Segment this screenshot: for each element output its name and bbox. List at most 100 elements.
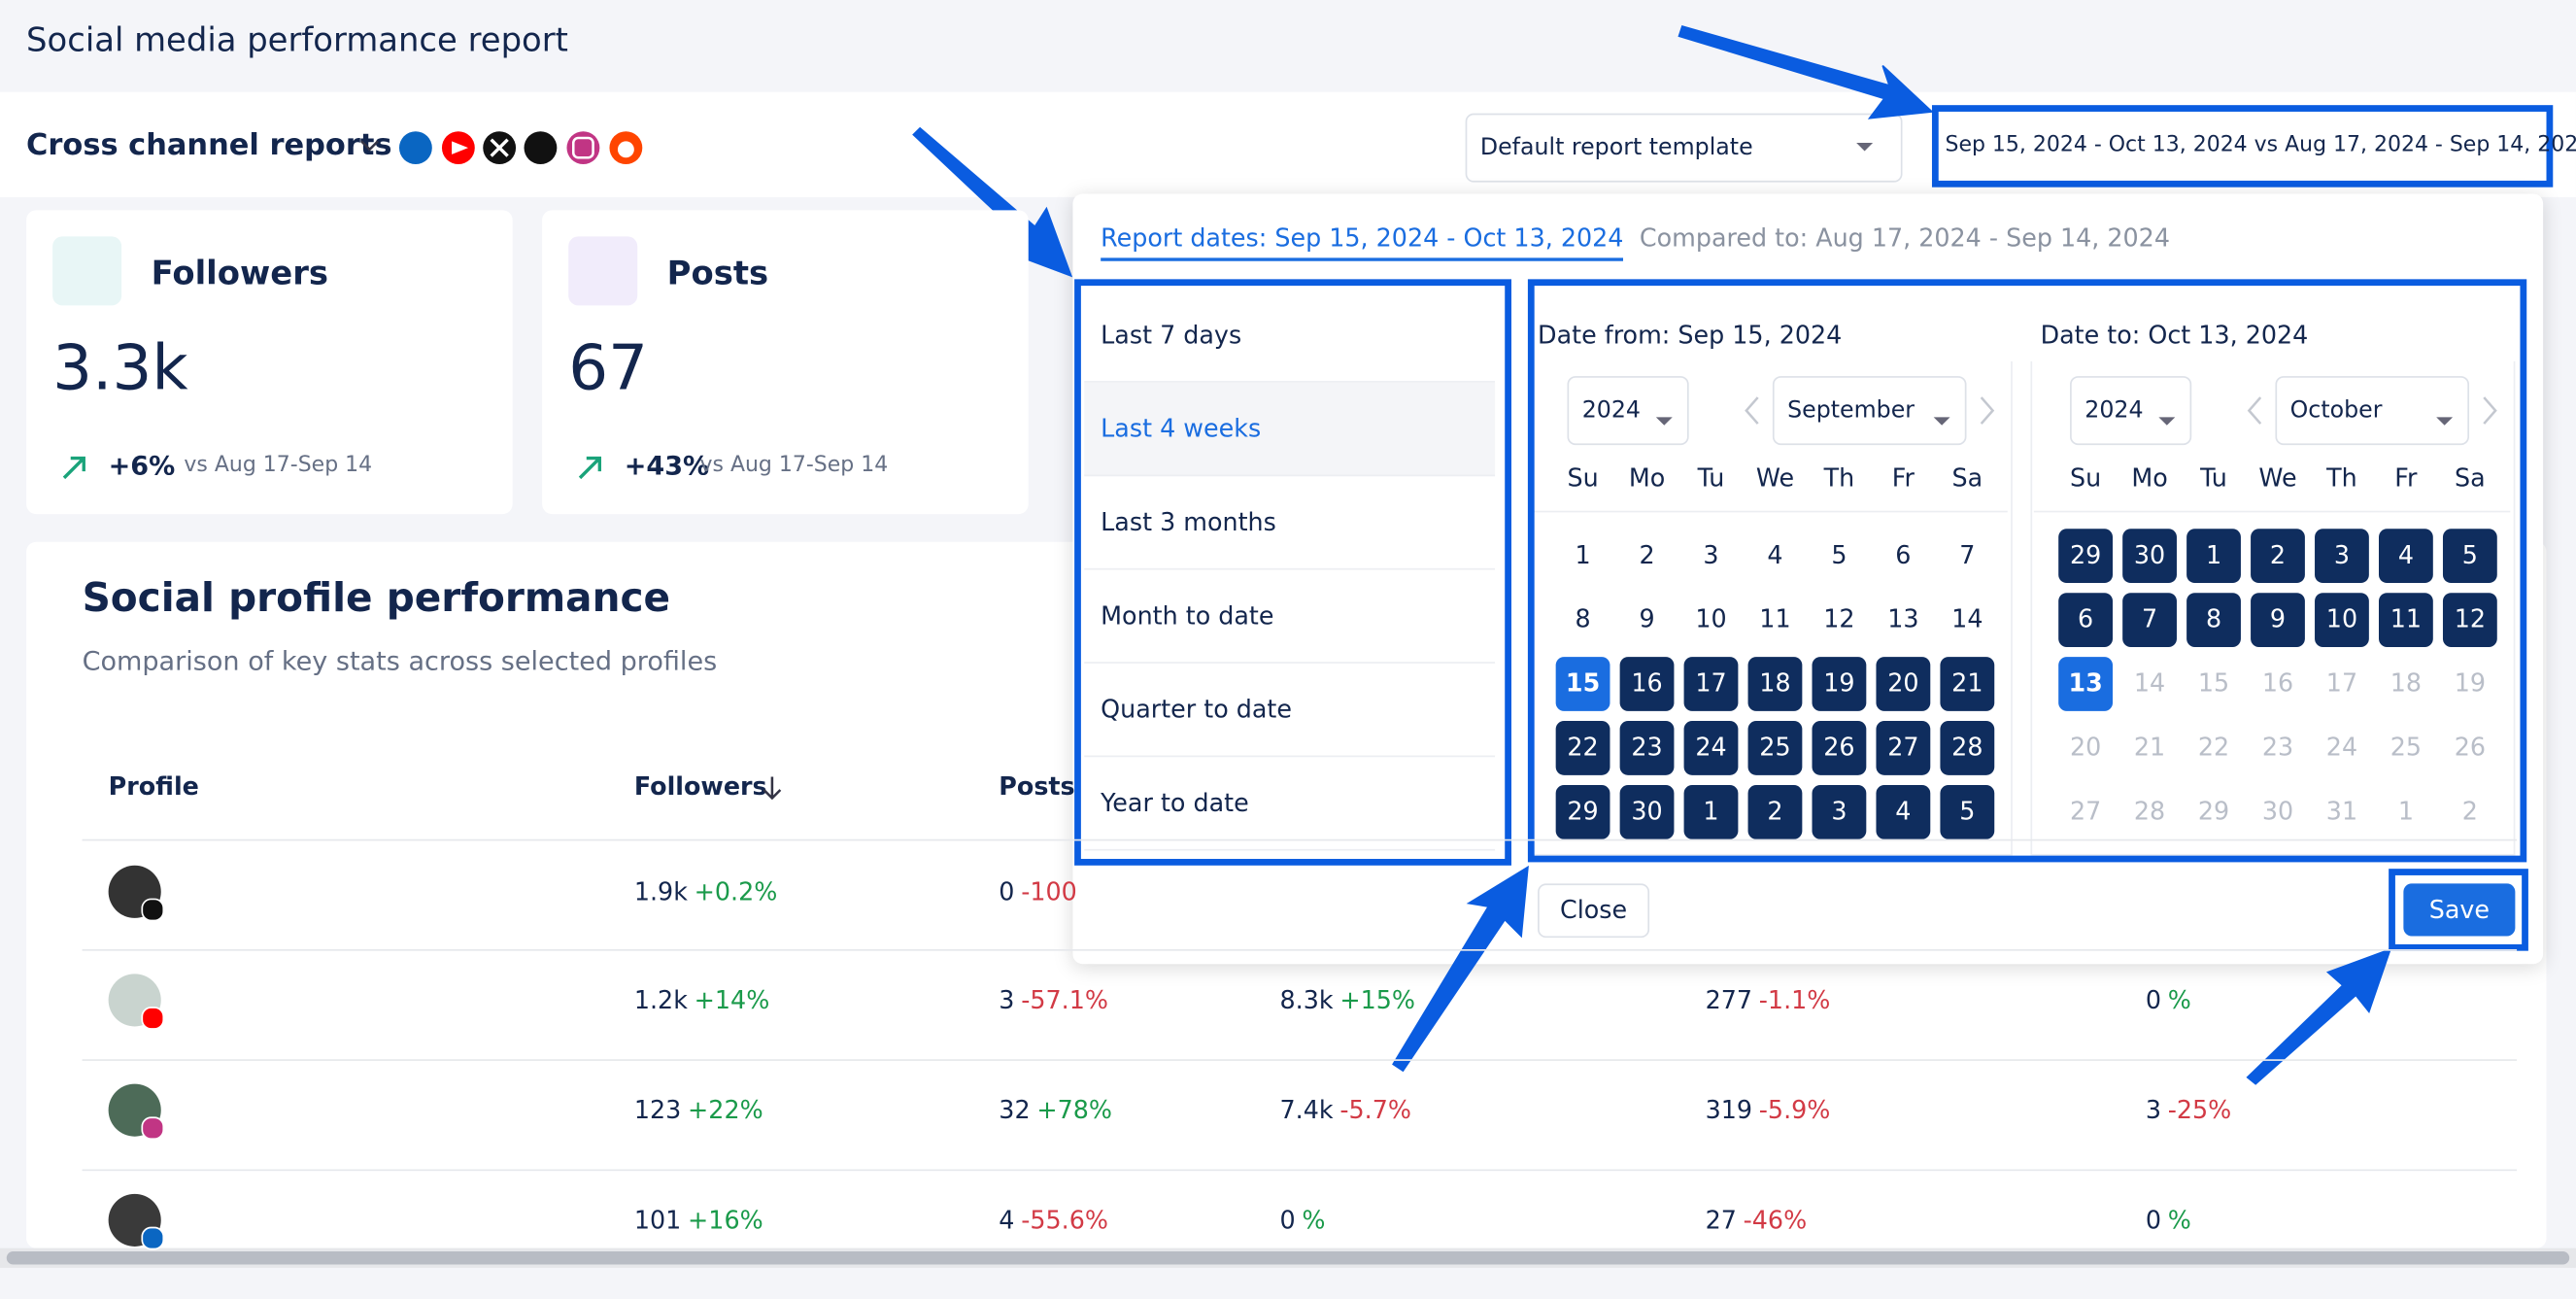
calendar-day[interactable]: 16: [2261, 667, 2294, 699]
calendar-day[interactable]: 28: [2133, 796, 2166, 827]
calendar-day[interactable]: 4: [2379, 529, 2433, 584]
calendar-day[interactable]: 11: [2379, 593, 2433, 647]
calendar-day[interactable]: 3: [1812, 784, 1867, 839]
preset-option[interactable]: Last 3 months: [1084, 476, 1496, 570]
calendar-day[interactable]: 8: [1575, 604, 1591, 634]
table-cell: 8.3k +15%: [1280, 985, 1415, 1014]
calendar-day[interactable]: 3: [1703, 540, 1719, 570]
table-cell: 319 -5.9%: [1706, 1095, 1831, 1124]
calendar-day[interactable]: 29: [2197, 796, 2230, 827]
preset-option[interactable]: Last 4 weeks: [1084, 382, 1496, 477]
save-button[interactable]: Save: [2403, 883, 2516, 937]
calendar-day[interactable]: 4: [1876, 784, 1931, 839]
calendar-day[interactable]: 26: [1812, 721, 1867, 775]
calendar-day[interactable]: 17: [2325, 667, 2358, 699]
calendar-day[interactable]: 2: [1747, 784, 1803, 839]
calendar-day[interactable]: 6: [1895, 540, 1912, 570]
calendar-day[interactable]: 27: [2069, 796, 2102, 827]
calendar-day[interactable]: 30: [2261, 796, 2294, 827]
cell-change: %: [1302, 1205, 1326, 1236]
calendar-day[interactable]: 31: [2325, 796, 2358, 827]
calendar-day[interactable]: 6: [2058, 593, 2114, 647]
calendar-day[interactable]: 21: [1940, 657, 1995, 711]
calendar-day[interactable]: 7: [2122, 593, 2177, 647]
preset-option[interactable]: Month to date: [1084, 570, 1496, 664]
calendar-day[interactable]: 4: [1767, 540, 1783, 570]
calendar-day[interactable]: 20: [1876, 657, 1931, 711]
calendar-day[interactable]: 26: [2454, 732, 2487, 763]
calendar-day[interactable]: 16: [1619, 657, 1675, 711]
calendar-day[interactable]: 2: [2251, 529, 2305, 584]
calendar-day[interactable]: 1: [1575, 540, 1591, 570]
calendar-day[interactable]: 9: [2251, 593, 2305, 647]
calendar-day[interactable]: 22: [2197, 732, 2230, 763]
calendar-day[interactable]: 21: [2133, 732, 2166, 763]
calendar-day[interactable]: 12: [2442, 593, 2497, 647]
cell-change: +0.2%: [694, 876, 778, 907]
cell-change: -100: [1021, 876, 1077, 907]
year-select[interactable]: 2024: [2070, 376, 2192, 446]
calendar-day[interactable]: 2: [2461, 796, 2478, 827]
calendar-day[interactable]: 7: [1959, 540, 1976, 570]
month-nav[interactable]: [2241, 394, 2504, 434]
calendar-day[interactable]: 8: [2186, 593, 2241, 647]
calendar-day[interactable]: 14: [2133, 667, 2166, 699]
table-cell: 4 -55.6%: [999, 1206, 1108, 1235]
calendar-day[interactable]: 5: [1831, 540, 1847, 570]
preset-option[interactable]: Year to date: [1084, 757, 1496, 851]
date-range-button[interactable]: Sep 15, 2024 - Oct 13, 2024 vs Aug 17, 2…: [1931, 105, 2576, 188]
calendar-day[interactable]: 22: [1555, 721, 1610, 775]
weekday: Mo: [2131, 462, 2168, 494]
calendar-day[interactable]: 3: [2315, 529, 2369, 584]
preset-option[interactable]: Last 7 days: [1084, 289, 1496, 383]
cell-change: -5.9%: [1758, 1095, 1831, 1125]
calendar-day[interactable]: 17: [1683, 657, 1739, 711]
calendar-day[interactable]: 30: [2122, 529, 2177, 584]
calendar-day[interactable]: 10: [2315, 593, 2369, 647]
cell-value: 32: [999, 1095, 1031, 1125]
calendar-label: Date to: Oct 13, 2024: [2040, 320, 2309, 351]
scrollbar-thumb[interactable]: [6, 1251, 2570, 1265]
calendar-day[interactable]: 2: [1639, 540, 1655, 570]
calendar-day[interactable]: 29: [1555, 784, 1610, 839]
calendar-day[interactable]: 1: [2397, 796, 2414, 827]
calendar-day[interactable]: 9: [1639, 604, 1655, 634]
preset-option[interactable]: Quarter to date: [1084, 664, 1496, 758]
calendar-day[interactable]: 24: [1683, 721, 1739, 775]
calendar-day[interactable]: 23: [2261, 732, 2294, 763]
calendar-day[interactable]: 13: [1887, 604, 1919, 634]
template-dropdown[interactable]: Default report template: [1465, 113, 1903, 183]
calendar-day[interactable]: 1: [1683, 784, 1739, 839]
calendar-day[interactable]: 14: [1951, 604, 1983, 634]
month-nav[interactable]: [1738, 394, 2001, 434]
calendar-day[interactable]: 29: [2058, 529, 2114, 584]
calendar-day[interactable]: 1: [2186, 529, 2241, 584]
table-cell: 27 -46%: [1706, 1206, 1808, 1235]
calendar-day[interactable]: 15: [1555, 657, 1610, 711]
calendar-day[interactable]: 27: [1876, 721, 1931, 775]
calendar-day[interactable]: 19: [2454, 667, 2487, 699]
calendar-day[interactable]: 18: [2390, 667, 2423, 699]
calendar-day[interactable]: 11: [1759, 604, 1791, 634]
calendar-day[interactable]: 18: [1747, 657, 1803, 711]
calendar-day[interactable]: 28: [1940, 721, 1995, 775]
calendar-day[interactable]: 12: [1823, 604, 1855, 634]
calendar-day[interactable]: 5: [1940, 784, 1995, 839]
calendar-day[interactable]: 5: [2442, 529, 2497, 584]
tab-report-dates[interactable]: Report dates: Sep 15, 2024 - Oct 13, 202…: [1101, 223, 1624, 261]
calendar-day[interactable]: 25: [2390, 732, 2423, 763]
calendar-day[interactable]: 20: [2069, 732, 2102, 763]
calendar-day[interactable]: 19: [1812, 657, 1867, 711]
year-select[interactable]: 2024: [1567, 376, 1689, 446]
close-button[interactable]: Close: [1538, 883, 1650, 939]
calendar-day[interactable]: 13: [2058, 657, 2114, 711]
calendar-day[interactable]: 15: [2197, 667, 2230, 699]
tab-compared[interactable]: Compared to: Aug 17, 2024 - Sep 14, 2024: [1639, 222, 2170, 254]
page-title: Social media performance report: [26, 19, 568, 59]
report-selector[interactable]: Cross channel reports: [26, 127, 392, 163]
calendar-day[interactable]: 30: [1619, 784, 1675, 839]
calendar-day[interactable]: 10: [1695, 604, 1727, 634]
calendar-day[interactable]: 25: [1747, 721, 1803, 775]
calendar-day[interactable]: 24: [2325, 732, 2358, 763]
calendar-day[interactable]: 23: [1619, 721, 1675, 775]
